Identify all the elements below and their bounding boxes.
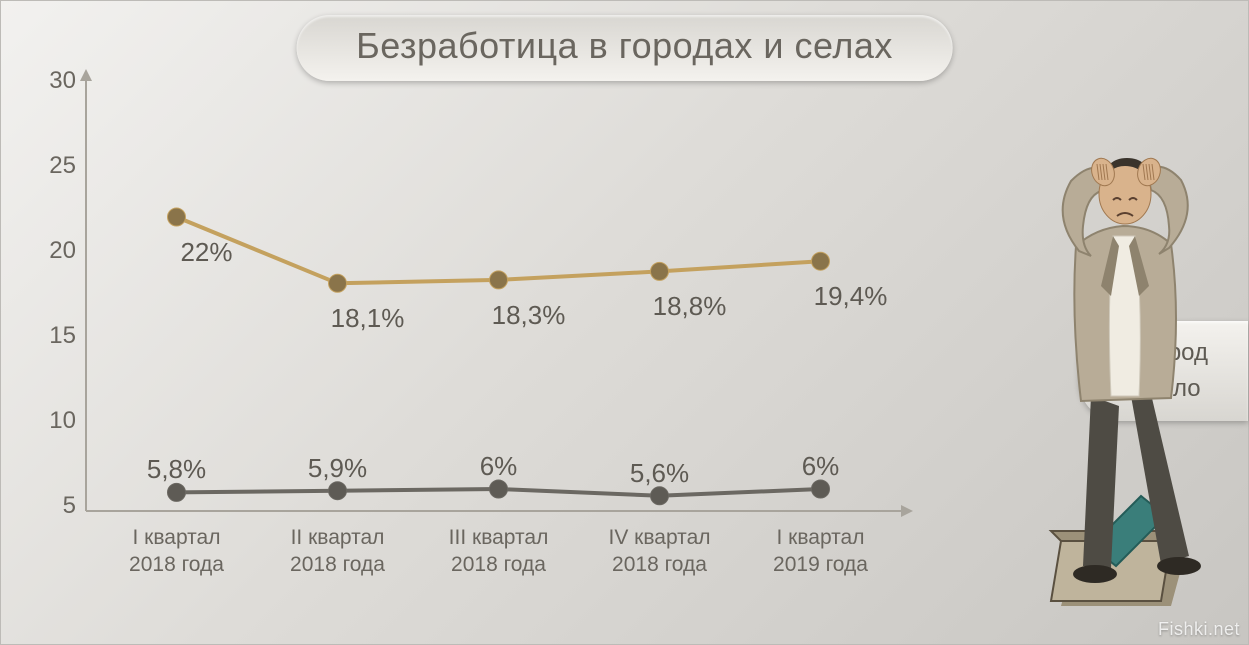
infographic-stage: Безработица в городах и селах 5101520253…	[0, 0, 1249, 645]
y-tick-label: 20	[36, 237, 76, 265]
frustrated-person-illustration	[1021, 136, 1231, 616]
data-point-label: 22%	[180, 237, 232, 268]
y-tick-label: 30	[36, 67, 76, 95]
data-point-label: 6%	[802, 451, 840, 482]
data-point-label: 5,6%	[630, 458, 689, 489]
data-point-label: 19,4%	[814, 281, 888, 312]
y-tick-label: 25	[36, 152, 76, 180]
data-point-label: 18,8%	[653, 291, 727, 322]
data-point-label: 5,9%	[308, 453, 367, 484]
x-category-label: IV квартал2018 года	[609, 524, 711, 579]
data-point-label: 18,3%	[492, 300, 566, 331]
y-tick-label: 5	[36, 492, 76, 520]
watermark: Fishki.net	[1158, 619, 1240, 640]
x-category-label: I квартал2018 года	[129, 524, 224, 579]
data-point-label: 18,1%	[331, 303, 405, 334]
x-category-label: II квартал2018 года	[290, 524, 385, 579]
y-tick-label: 10	[36, 407, 76, 435]
x-category-label: III квартал2018 года	[449, 524, 549, 579]
data-point-label: 5,8%	[147, 454, 206, 485]
x-category-label: I квартал2019 года	[773, 524, 868, 579]
data-point-label: 6%	[480, 451, 518, 482]
y-tick-label: 15	[36, 322, 76, 350]
